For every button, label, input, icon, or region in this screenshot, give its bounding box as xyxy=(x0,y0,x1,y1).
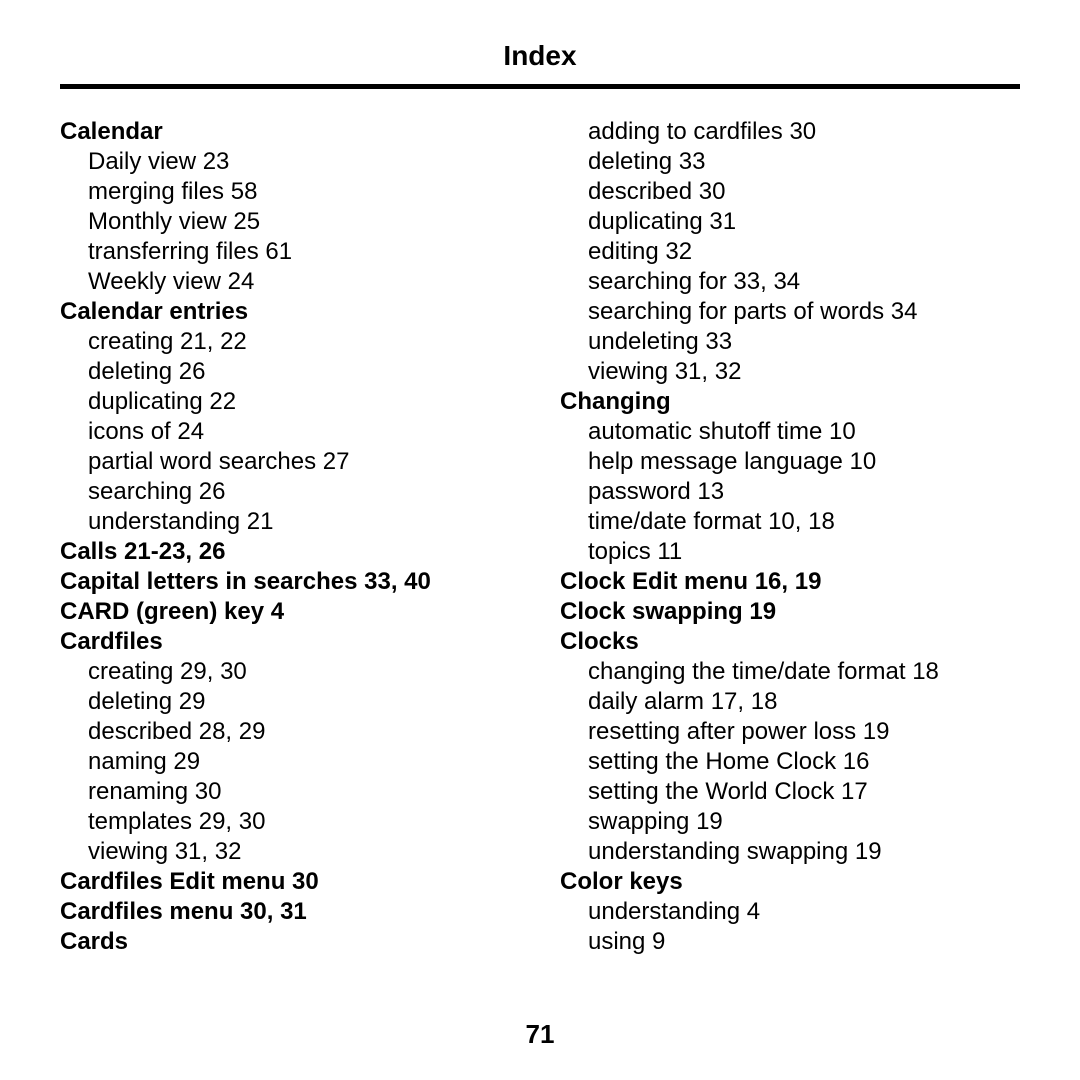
index-heading: Changing xyxy=(560,387,1020,417)
index-subentry: password 13 xyxy=(560,477,1020,507)
index-subentry: using 9 xyxy=(560,927,1020,957)
index-subentry: merging files 58 xyxy=(60,177,520,207)
index-subentry: automatic shutoff time 10 xyxy=(560,417,1020,447)
index-subentry: described 28, 29 xyxy=(60,717,520,747)
index-heading: Capital letters in searches 33, 40 xyxy=(60,567,520,597)
index-heading: Calls 21-23, 26 xyxy=(60,537,520,567)
index-subentry: editing 32 xyxy=(560,237,1020,267)
index-heading: Color keys xyxy=(560,867,1020,897)
index-page: Index CalendarDaily view 23merging files… xyxy=(0,0,1080,1080)
index-subentry: creating 21, 22 xyxy=(60,327,520,357)
index-subentry: help message language 10 xyxy=(560,447,1020,477)
index-subentry: creating 29, 30 xyxy=(60,657,520,687)
index-heading: Clocks xyxy=(560,627,1020,657)
index-subentry: Weekly view 24 xyxy=(60,267,520,297)
index-heading: Cardfiles menu 30, 31 xyxy=(60,897,520,927)
right-column: adding to cardfiles 30deleting 33describ… xyxy=(560,117,1020,957)
index-subentry: daily alarm 17, 18 xyxy=(560,687,1020,717)
index-subentry: time/date format 10, 18 xyxy=(560,507,1020,537)
index-subentry: searching for parts of words 34 xyxy=(560,297,1020,327)
index-subentry: undeleting 33 xyxy=(560,327,1020,357)
index-heading: Clock Edit menu 16, 19 xyxy=(560,567,1020,597)
index-subentry: naming 29 xyxy=(60,747,520,777)
index-heading: Cardfiles Edit menu 30 xyxy=(60,867,520,897)
page-title: Index xyxy=(60,40,1020,72)
index-subentry: described 30 xyxy=(560,177,1020,207)
index-subentry: understanding 4 xyxy=(560,897,1020,927)
left-column: CalendarDaily view 23merging files 58Mon… xyxy=(60,117,520,957)
index-subentry: partial word searches 27 xyxy=(60,447,520,477)
index-heading: Cardfiles xyxy=(60,627,520,657)
index-subentry: topics 11 xyxy=(560,537,1020,567)
index-subentry: duplicating 31 xyxy=(560,207,1020,237)
index-subentry: viewing 31, 32 xyxy=(560,357,1020,387)
horizontal-rule xyxy=(60,84,1020,89)
index-subentry: transferring files 61 xyxy=(60,237,520,267)
index-subentry: understanding swapping 19 xyxy=(560,837,1020,867)
index-subentry: resetting after power loss 19 xyxy=(560,717,1020,747)
index-subentry: Daily view 23 xyxy=(60,147,520,177)
index-subentry: templates 29, 30 xyxy=(60,807,520,837)
index-subentry: searching 26 xyxy=(60,477,520,507)
index-heading: Calendar xyxy=(60,117,520,147)
index-subentry: understanding 21 xyxy=(60,507,520,537)
index-subentry: duplicating 22 xyxy=(60,387,520,417)
index-subentry: setting the Home Clock 16 xyxy=(560,747,1020,777)
index-subentry: swapping 19 xyxy=(560,807,1020,837)
index-subentry: renaming 30 xyxy=(60,777,520,807)
index-subentry: deleting 29 xyxy=(60,687,520,717)
index-subentry: searching for 33, 34 xyxy=(560,267,1020,297)
index-subentry: viewing 31, 32 xyxy=(60,837,520,867)
index-subentry: deleting 26 xyxy=(60,357,520,387)
index-heading: Calendar entries xyxy=(60,297,520,327)
index-heading: CARD (green) key 4 xyxy=(60,597,520,627)
index-subentry: setting the World Clock 17 xyxy=(560,777,1020,807)
page-number: 71 xyxy=(0,1019,1080,1050)
index-subentry: changing the time/date format 18 xyxy=(560,657,1020,687)
index-subentry: deleting 33 xyxy=(560,147,1020,177)
index-heading: Cards xyxy=(60,927,520,957)
index-subentry: icons of 24 xyxy=(60,417,520,447)
index-heading: Clock swapping 19 xyxy=(560,597,1020,627)
index-subentry: Monthly view 25 xyxy=(60,207,520,237)
columns-wrapper: CalendarDaily view 23merging files 58Mon… xyxy=(60,117,1020,957)
index-subentry: adding to cardfiles 30 xyxy=(560,117,1020,147)
